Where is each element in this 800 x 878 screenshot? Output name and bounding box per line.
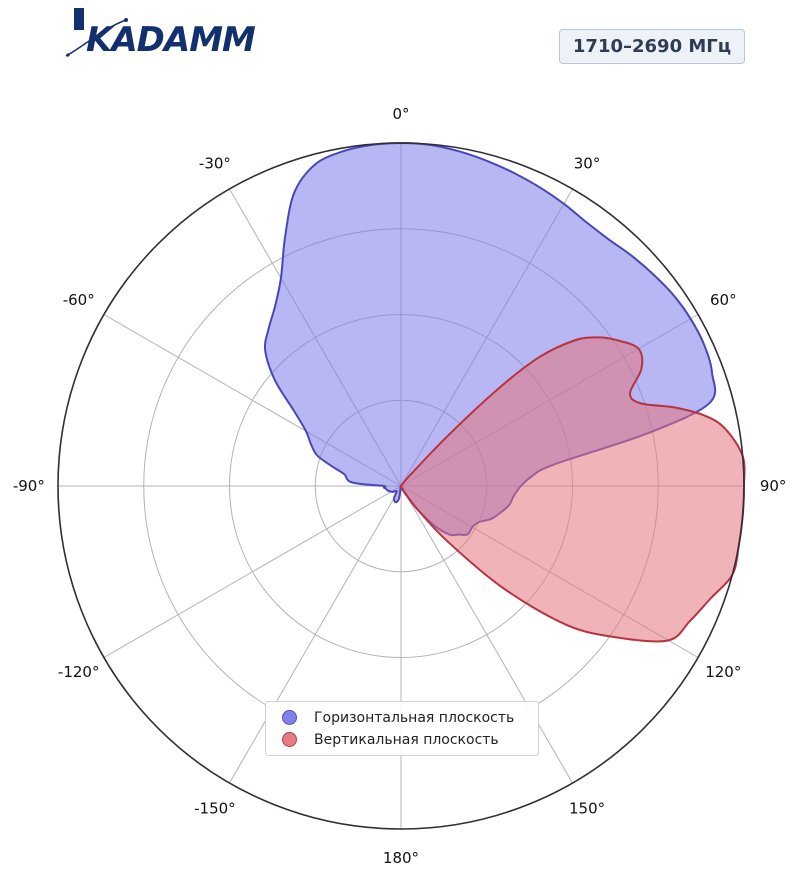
angle-spoke — [229, 485, 402, 784]
legend-marker-vertical — [282, 732, 297, 747]
logo-wordmark: KADAMM — [86, 20, 256, 60]
series-layer — [263, 142, 746, 643]
angle-tick-label: 30° — [574, 155, 601, 173]
angle-tick-label: 120° — [705, 663, 741, 681]
angle-tick-label: -120° — [58, 663, 100, 681]
angle-tick-label: -60° — [63, 291, 95, 309]
angle-tick-label: 150° — [569, 799, 605, 817]
legend-label-vertical: Вертикальная плоскость — [314, 732, 499, 748]
angle-tick-label: 60° — [710, 291, 737, 309]
brand-logo — [64, 6, 264, 62]
angle-tick-label: -90° — [13, 477, 45, 495]
angle-tick-label: 90° — [760, 477, 787, 495]
angle-tick-label: 0° — [392, 105, 409, 123]
chart-legend: Горизонтальная плоскость Вертикальная пл… — [265, 701, 539, 756]
legend-marker-horizontal — [282, 710, 297, 725]
outer-ring — [57, 142, 745, 830]
logo-swoosh-icon — [65, 8, 128, 57]
angle-spoke — [103, 485, 402, 658]
angle-tick-label: 180° — [383, 849, 419, 867]
legend-label-horizontal: Горизонтальная плоскость — [314, 710, 515, 726]
series-area-vertical — [399, 336, 746, 643]
angle-spoke — [400, 485, 573, 784]
angle-tick-label: -150° — [194, 799, 236, 817]
frequency-band-badge: 1710–2690 МГц — [559, 29, 745, 64]
angle-tick-labels: 0° 30° 60° 90° 120° 150° 180° -150° -120° -90° -60… — [13, 105, 787, 867]
angle-tick-label: -30° — [199, 155, 231, 173]
